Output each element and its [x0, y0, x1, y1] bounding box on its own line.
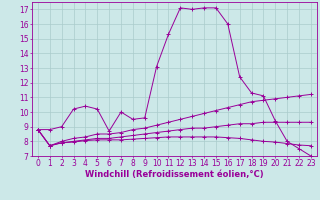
X-axis label: Windchill (Refroidissement éolien,°C): Windchill (Refroidissement éolien,°C)	[85, 170, 264, 179]
